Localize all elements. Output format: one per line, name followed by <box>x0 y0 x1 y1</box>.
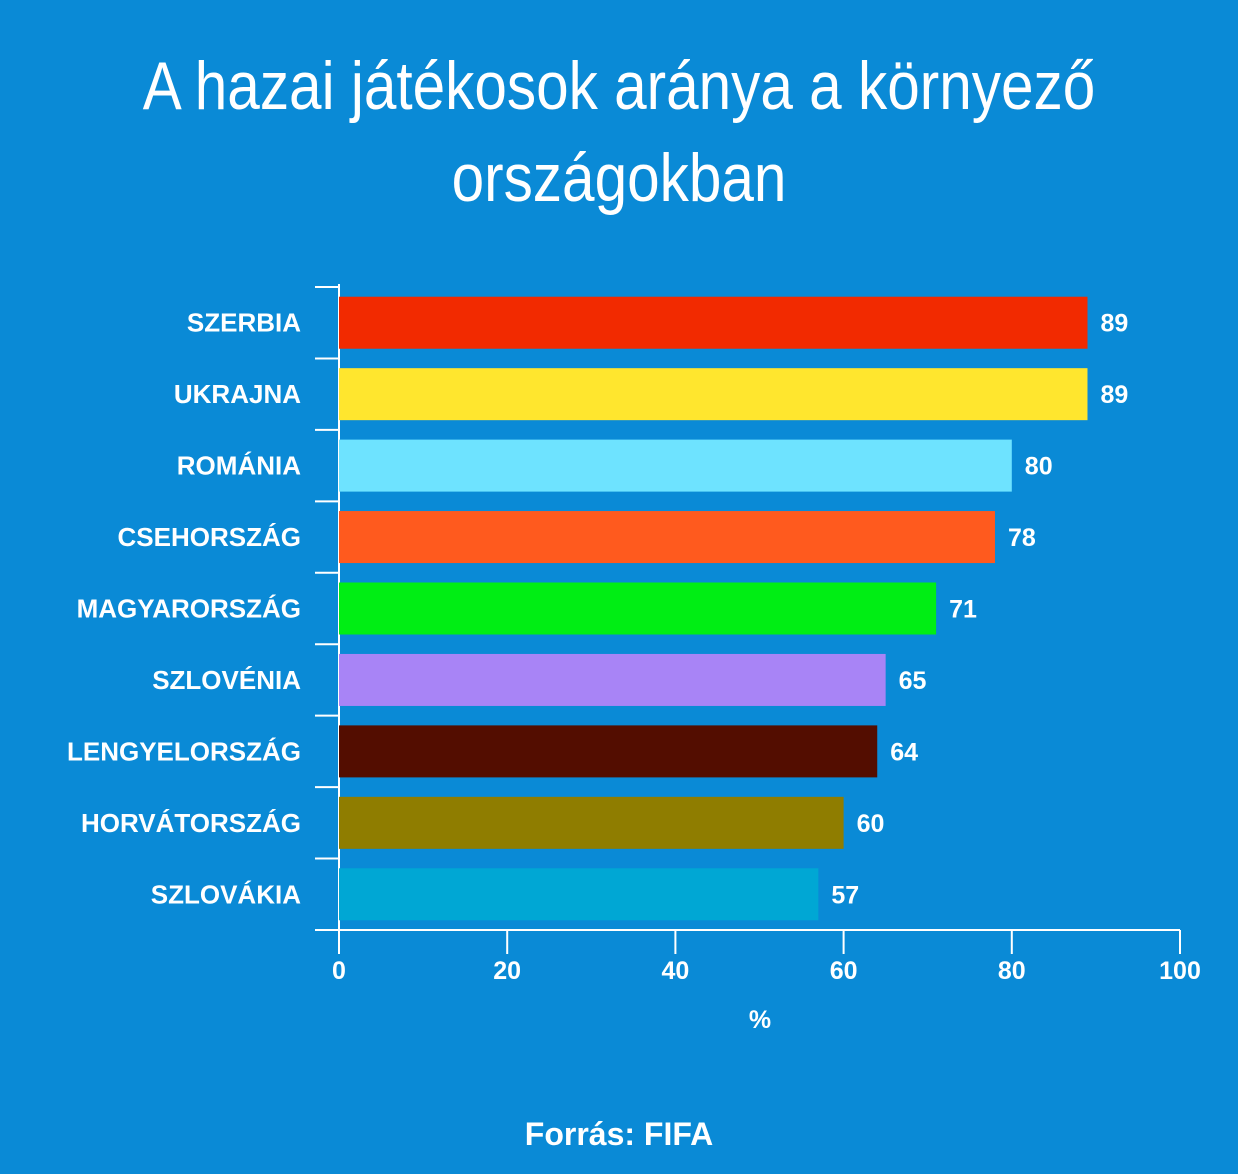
bar <box>339 439 1012 492</box>
value-label: 80 <box>1025 453 1053 481</box>
source-note: Forrás: FIFA <box>524 1116 714 1152</box>
x-axis-title: % <box>749 1006 771 1034</box>
category-label: MAGYARORSZÁG <box>77 594 301 624</box>
category-label: SZERBIA <box>187 308 301 338</box>
x-tick-label: 60 <box>830 957 858 985</box>
value-label: 64 <box>890 738 918 766</box>
category-label: LENGYELORSZÁG <box>67 736 301 766</box>
bar <box>339 796 844 849</box>
bar <box>339 653 886 706</box>
value-label: 71 <box>949 596 977 624</box>
value-label: 57 <box>831 881 859 909</box>
bar <box>339 368 1088 421</box>
category-label: HORVÁTORSZÁG <box>81 808 301 838</box>
value-labels: 89 89 80 78 71 65 64 60 57 <box>831 310 1128 910</box>
x-tick-label: 20 <box>493 957 521 985</box>
tick-labels: 0 20 40 60 80 100 <box>332 957 1201 985</box>
value-label: 65 <box>899 667 927 695</box>
category-label: ROMÁNIA <box>177 451 301 481</box>
chart-title: A hazai játékosok aránya a környező orsz… <box>142 48 1096 216</box>
bar <box>339 725 878 778</box>
category-label: SZLOVÁKIA <box>151 879 301 909</box>
x-tick-label: 40 <box>661 957 689 985</box>
x-tick-label: 100 <box>1159 957 1201 985</box>
bar <box>339 511 995 564</box>
x-axis <box>315 929 1181 954</box>
x-tick-label: 0 <box>332 957 346 985</box>
bar <box>339 296 1088 349</box>
value-label: 89 <box>1100 381 1128 409</box>
category-label: SZLOVÉNIA <box>152 665 301 695</box>
x-tick-label: 80 <box>998 957 1026 985</box>
value-label: 78 <box>1008 524 1036 552</box>
value-label: 89 <box>1100 310 1128 338</box>
bar <box>339 582 937 635</box>
bar <box>339 868 819 921</box>
bars <box>339 296 1088 921</box>
y-axis <box>315 284 340 931</box>
category-label: UKRAJNA <box>174 379 301 409</box>
value-label: 60 <box>857 810 885 838</box>
category-label: CSEHORSZÁG <box>118 522 301 552</box>
category-labels: SZERBIA UKRAJNA ROMÁNIA CSEHORSZÁG MAGYARORS… <box>67 308 301 910</box>
